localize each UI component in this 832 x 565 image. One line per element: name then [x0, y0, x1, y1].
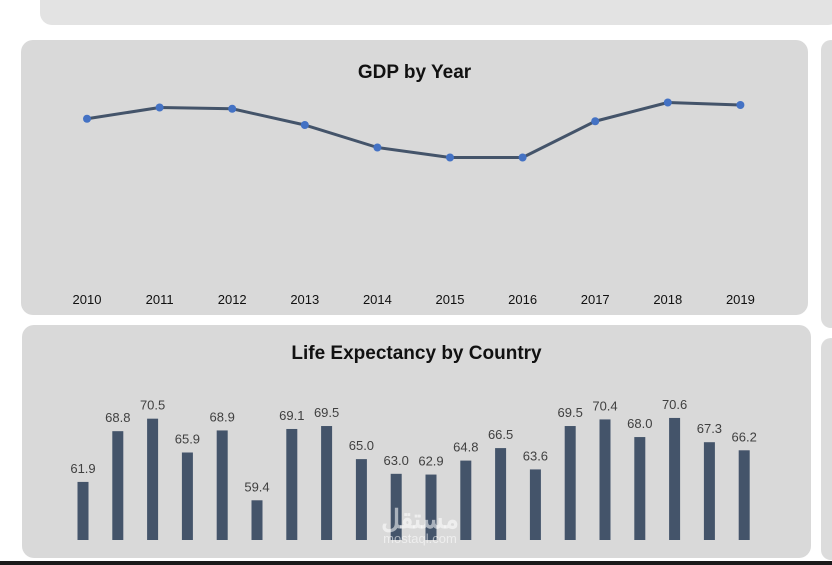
life-bar	[425, 474, 437, 540]
gdp-data-point	[663, 98, 672, 107]
gdp-data-point	[446, 153, 454, 162]
life-bar-value-label: 68.8	[105, 410, 130, 425]
life-bar-value-label: 68.0	[627, 416, 652, 431]
life-bar-value-label: 59.4	[244, 479, 269, 494]
life-bar	[286, 428, 298, 540]
life-bar	[738, 450, 750, 540]
life-bar	[599, 419, 611, 540]
right-panel-edge	[821, 40, 832, 328]
life-bar-value-label: 69.5	[558, 405, 583, 420]
gdp-x-tick-label: 2018	[653, 292, 682, 307]
gdp-x-tick-label: 2019	[726, 292, 755, 307]
life-bar	[181, 452, 193, 540]
gdp-chart-panel: GDP by Year 2010 2011 2012 2013 2014 2015 2016…	[21, 40, 808, 315]
bottom-border	[0, 561, 832, 565]
life-expectancy-chart-panel: Life Expectancy by Country 61.9 68.8 70.5 6…	[22, 325, 811, 558]
gdp-x-tick-label: 2011	[146, 292, 174, 307]
gdp-x-tick-label: 2016	[508, 292, 537, 307]
life-bar-value-label: 69.5	[314, 405, 339, 420]
life-bar-value-label: 69.1	[279, 408, 304, 423]
life-bar-value-label: 70.6	[662, 397, 687, 412]
life-bar-value-label: 66.5	[488, 427, 513, 442]
life-bar	[669, 417, 681, 540]
life-bar	[355, 459, 367, 540]
life-bar-value-label: 63.0	[384, 453, 409, 468]
life-bar	[321, 426, 333, 540]
gdp-data-point	[373, 143, 382, 152]
life-bar	[703, 442, 715, 540]
life-bar-value-label: 68.9	[210, 409, 235, 424]
gdp-data-point	[736, 101, 745, 109]
life-bar	[634, 437, 646, 540]
life-bar-value-label: 63.6	[523, 448, 548, 463]
life-bar	[564, 426, 576, 540]
gdp-data-point	[83, 114, 91, 123]
life-bar	[112, 431, 124, 540]
life-bar-value-label: 65.0	[349, 438, 374, 453]
gdp-data-point	[228, 104, 237, 113]
life-bar-value-label: 66.2	[732, 429, 757, 444]
gdp-data-point	[155, 103, 164, 112]
life-bar	[460, 460, 472, 540]
gdp-x-tick-label: 2013	[290, 292, 319, 307]
life-bar-value-label: 62.9	[418, 454, 443, 469]
gdp-data-point	[300, 121, 309, 129]
life-bar-value-label: 61.9	[70, 461, 95, 476]
previous-panel	[40, 0, 832, 25]
life-expectancy-bar-chart: 61.9 68.8 70.5 65.9 68.9 59.4 69.1 69.5 65.0 63.0…	[70, 397, 757, 540]
life-bar-value-label: 70.4	[592, 398, 617, 413]
gdp-chart-title: GDP by Year	[357, 62, 472, 83]
gdp-data-point	[591, 117, 600, 126]
gdp-x-tick-label: 2017	[581, 292, 610, 307]
gdp-series-line	[86, 101, 741, 159]
life-bar	[495, 448, 507, 540]
life-bar	[216, 430, 228, 540]
life-bar-value-label: 67.3	[697, 421, 722, 436]
life-bar	[147, 418, 159, 540]
life-chart-title: Life Expectancy by Country	[291, 343, 542, 364]
gdp-data-point	[518, 153, 527, 162]
life-bar-value-label: 65.9	[175, 432, 200, 447]
life-bar	[529, 469, 541, 540]
life-bar	[251, 500, 263, 540]
life-bar	[77, 481, 89, 540]
right-panel-edge	[821, 338, 832, 560]
gdp-x-tick-label: 2014	[363, 292, 392, 307]
life-bar	[390, 473, 402, 540]
life-bar-value-label: 70.5	[140, 398, 165, 413]
gdp-line-chart: 2010 2011 2012 2013 2014 2015 2016 2017 2018 2019	[73, 98, 755, 307]
gdp-x-tick-label: 2012	[218, 292, 247, 307]
gdp-x-tick-label: 2015	[436, 292, 465, 307]
gdp-x-tick-label: 2010	[73, 292, 102, 307]
life-bar-value-label: 64.8	[453, 440, 478, 455]
